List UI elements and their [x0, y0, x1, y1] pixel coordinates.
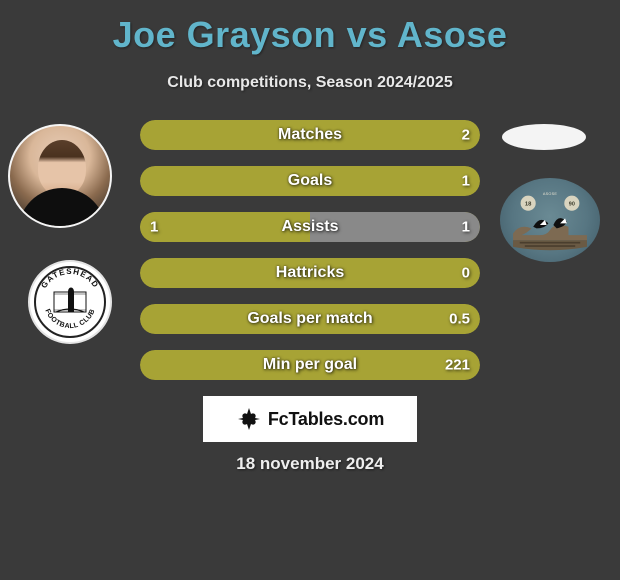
stat-row: 1 Goals	[140, 166, 480, 196]
stat-value-right: 221	[445, 357, 470, 374]
date-line: 18 november 2024	[0, 454, 620, 474]
stat-value-right: 0.5	[449, 311, 470, 328]
stat-value-right: 0	[462, 265, 470, 282]
stat-row: 2 Matches	[140, 120, 480, 150]
page-title: Joe Grayson vs Asose	[0, 0, 620, 56]
stat-value-right: 1	[462, 219, 470, 236]
stat-label: Assists	[282, 218, 339, 236]
stat-row: 0 Hattricks	[140, 258, 480, 288]
stat-value-right: 2	[462, 127, 470, 144]
branding-text: FcTables.com	[268, 409, 384, 430]
branding-box: FcTables.com	[203, 396, 417, 442]
stat-value-right: 1	[462, 173, 470, 190]
stat-row: 221 Min per goal	[140, 350, 480, 380]
stats-container: 2 Matches 1 Goals 1 1 Assists 0 Hattricks 0.5 Goal…	[0, 120, 620, 396]
stat-row: 0.5 Goals per match	[140, 304, 480, 334]
fctables-logo-icon	[236, 406, 262, 432]
stat-label: Matches	[278, 126, 342, 144]
stat-value-left: 1	[150, 219, 158, 236]
stat-label: Min per goal	[263, 356, 357, 374]
stat-label: Goals per match	[247, 310, 372, 328]
subtitle: Club competitions, Season 2024/2025	[0, 74, 620, 92]
stat-label: Hattricks	[276, 264, 344, 282]
stat-label: Goals	[288, 172, 332, 190]
stat-row: 1 1 Assists	[140, 212, 480, 242]
